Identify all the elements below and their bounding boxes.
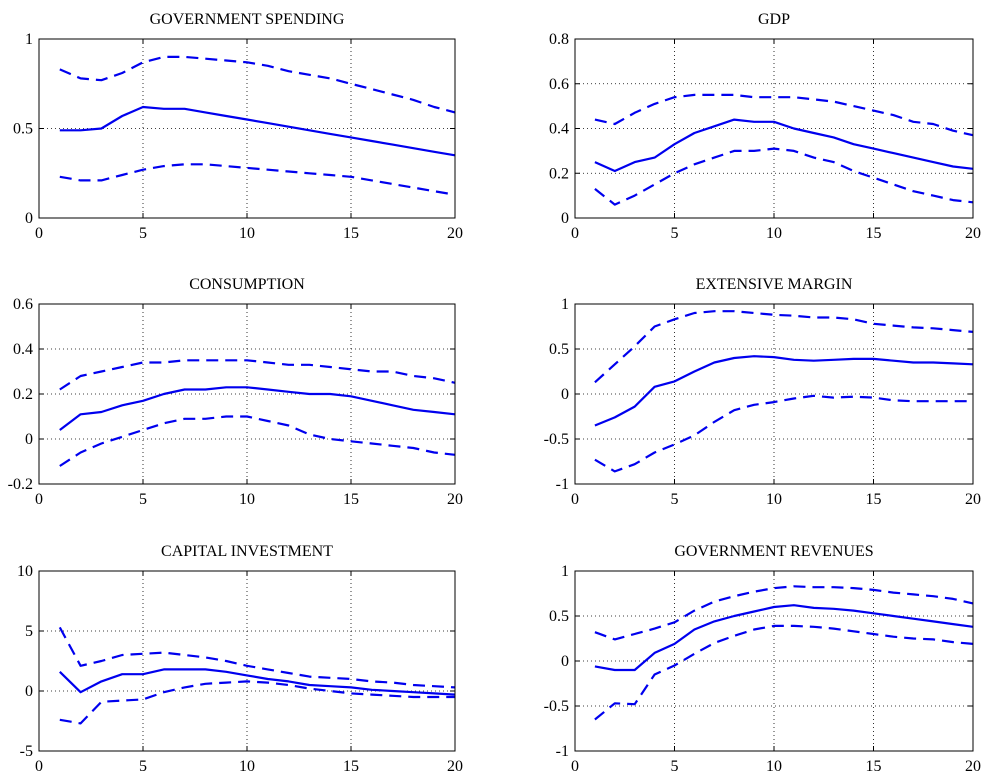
y-tick-label: -5 — [20, 743, 33, 760]
x-tick-label: 10 — [766, 491, 782, 508]
panel-title: GOVERNMENT REVENUES — [674, 543, 873, 560]
x-tick-label: 10 — [766, 758, 782, 775]
confidence-band-line — [59, 359, 456, 391]
x-tick-label: 20 — [447, 491, 463, 508]
x-tick-label: 20 — [965, 225, 981, 242]
confidence-band-line — [59, 55, 456, 114]
y-tick-label: 0 — [561, 210, 569, 227]
y-tick-label: 0.5 — [549, 341, 569, 358]
confidence-band-line — [594, 147, 974, 206]
x-tick-label: 20 — [965, 758, 981, 775]
impulse-response-line — [594, 604, 974, 672]
y-tick-label: -1 — [556, 476, 569, 493]
y-tick-label: 1 — [561, 563, 569, 580]
confidence-band-line — [59, 163, 456, 196]
x-tick-label: 20 — [447, 758, 463, 775]
panel-5: 0 5 10 15 20 -1 -0.5 0 0.5 1 GOVERNMENT REVENUES — [544, 543, 981, 775]
x-tick-label: 0 — [35, 491, 43, 508]
x-tick-label: 5 — [139, 225, 147, 242]
impulse-response-line — [594, 355, 974, 427]
y-tick-label: 0 — [561, 653, 569, 670]
y-tick-label: 0.8 — [549, 31, 569, 48]
y-tick-label: 0 — [25, 210, 33, 227]
x-tick-label: 15 — [866, 758, 882, 775]
y-tick-label: 0.4 — [13, 341, 33, 358]
x-tick-label: 0 — [35, 758, 43, 775]
y-tick-label: 0.5 — [549, 608, 569, 625]
x-tick-label: 5 — [139, 758, 147, 775]
x-tick-label: 10 — [239, 491, 255, 508]
confidence-band-line — [594, 585, 974, 641]
y-tick-label: -1 — [556, 743, 569, 760]
impulse-response-line — [59, 105, 456, 157]
x-tick-label: 0 — [571, 225, 579, 242]
impulse-response-line — [594, 118, 974, 173]
y-tick-label: -0.5 — [544, 698, 569, 715]
x-tick-label: 10 — [239, 758, 255, 775]
panel-0: 0 5 10 15 20 0 0.5 1 GOVERNMENT SPENDING — [13, 11, 463, 242]
confidence-band-line — [594, 310, 974, 384]
x-tick-label: 5 — [139, 491, 147, 508]
x-tick-label: 10 — [239, 225, 255, 242]
y-tick-label: 0 — [25, 683, 33, 700]
panel-title: GDP — [758, 11, 790, 28]
panel-title: EXTENSIVE MARGIN — [696, 276, 853, 293]
panel-3: 0 5 10 15 20 -1 -0.5 0 0.5 1 EXTENSIVE MARGIN — [544, 276, 981, 508]
panel-title: CONSUMPTION — [189, 276, 305, 293]
y-tick-label: 0 — [561, 386, 569, 403]
x-tick-label: 10 — [766, 225, 782, 242]
y-tick-label: 1 — [561, 296, 569, 313]
panel-title: GOVERNMENT SPENDING — [150, 11, 345, 28]
confidence-band-line — [594, 394, 973, 473]
y-tick-label: 0.6 — [13, 296, 33, 313]
confidence-band-line — [59, 415, 456, 467]
x-tick-label: 0 — [571, 758, 579, 775]
y-tick-label: 10 — [17, 563, 33, 580]
y-tick-label: 0.6 — [549, 76, 569, 93]
panel-1: 0 5 10 15 20 0 0.2 0.4 0.6 0.8 GDP — [549, 11, 981, 242]
x-tick-label: 15 — [866, 491, 882, 508]
x-tick-label: 0 — [571, 491, 579, 508]
x-tick-label: 5 — [671, 225, 679, 242]
confidence-band-line — [594, 624, 974, 721]
panel-title: CAPITAL INVESTMENT — [161, 543, 333, 560]
confidence-band-line — [58, 626, 456, 689]
y-tick-label: 0 — [25, 431, 33, 448]
x-tick-label: 15 — [343, 758, 359, 775]
x-tick-label: 5 — [671, 758, 679, 775]
x-tick-label: 20 — [447, 225, 463, 242]
confidence-band-line — [59, 680, 455, 725]
x-tick-label: 0 — [35, 225, 43, 242]
x-tick-label: 15 — [343, 225, 359, 242]
x-tick-label: 20 — [965, 491, 981, 508]
impulse-response-line — [59, 386, 456, 431]
y-tick-label: -0.5 — [544, 431, 569, 448]
y-tick-label: 0.4 — [549, 121, 569, 138]
y-tick-label: -0.2 — [8, 476, 33, 493]
y-tick-label: 1 — [25, 31, 33, 48]
impulse-response-line — [59, 668, 456, 696]
y-tick-label: 0.2 — [13, 386, 33, 403]
y-tick-label: 5 — [25, 623, 33, 640]
x-tick-label: 15 — [866, 225, 882, 242]
confidence-band-line — [594, 93, 974, 137]
x-tick-label: 15 — [343, 491, 359, 508]
y-tick-label: 0.5 — [13, 121, 33, 138]
x-tick-label: 5 — [671, 491, 679, 508]
y-tick-label: 0.2 — [549, 165, 569, 182]
